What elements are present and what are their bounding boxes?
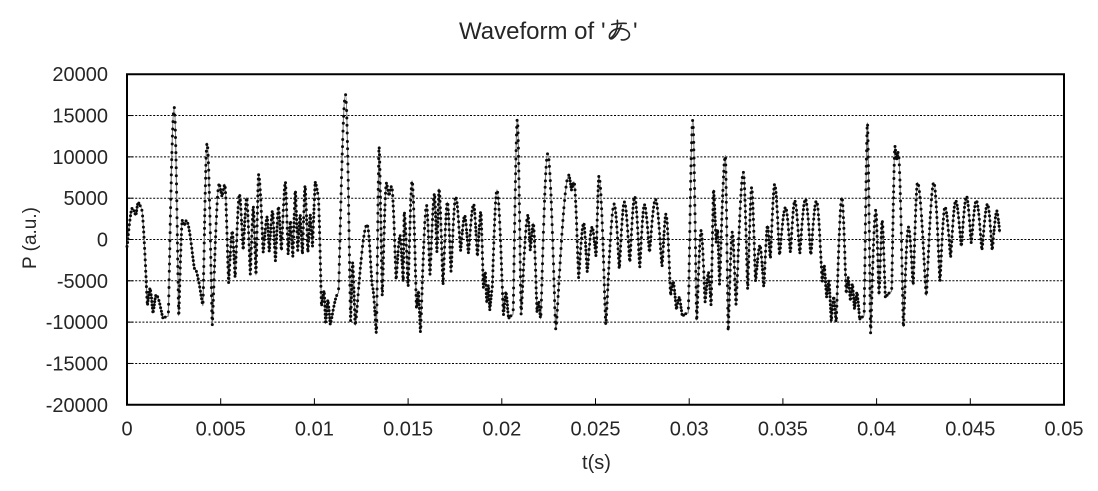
svg-text:0.005: 0.005 [196, 419, 246, 441]
svg-text:0: 0 [97, 230, 108, 252]
svg-text:0.01: 0.01 [295, 419, 334, 441]
svg-text:Waveform of: Waveform of [459, 18, 594, 45]
svg-text:': ' [633, 18, 638, 45]
svg-text:-5000: -5000 [57, 271, 108, 293]
svg-text:20000: 20000 [52, 64, 108, 86]
svg-text:-15000: -15000 [46, 353, 108, 375]
svg-text:0.05: 0.05 [1045, 419, 1084, 441]
svg-text:-20000: -20000 [46, 395, 108, 417]
svg-text:P (a.u.): P (a.u.) [20, 207, 41, 269]
svg-text:0.015: 0.015 [383, 419, 433, 441]
svg-text:0.045: 0.045 [945, 419, 995, 441]
svg-text:0.03: 0.03 [670, 419, 709, 441]
svg-text:15000: 15000 [52, 106, 108, 128]
svg-text:0.04: 0.04 [857, 419, 896, 441]
svg-text:': ' [601, 18, 606, 45]
svg-text:10000: 10000 [52, 147, 108, 169]
svg-text:0: 0 [121, 419, 132, 441]
svg-text:0.025: 0.025 [570, 419, 620, 441]
svg-text:-10000: -10000 [46, 312, 108, 334]
svg-text:t(s): t(s) [582, 452, 611, 474]
svg-text:0.035: 0.035 [758, 419, 808, 441]
svg-text:0.02: 0.02 [482, 419, 521, 441]
svg-text:5000: 5000 [64, 188, 109, 210]
